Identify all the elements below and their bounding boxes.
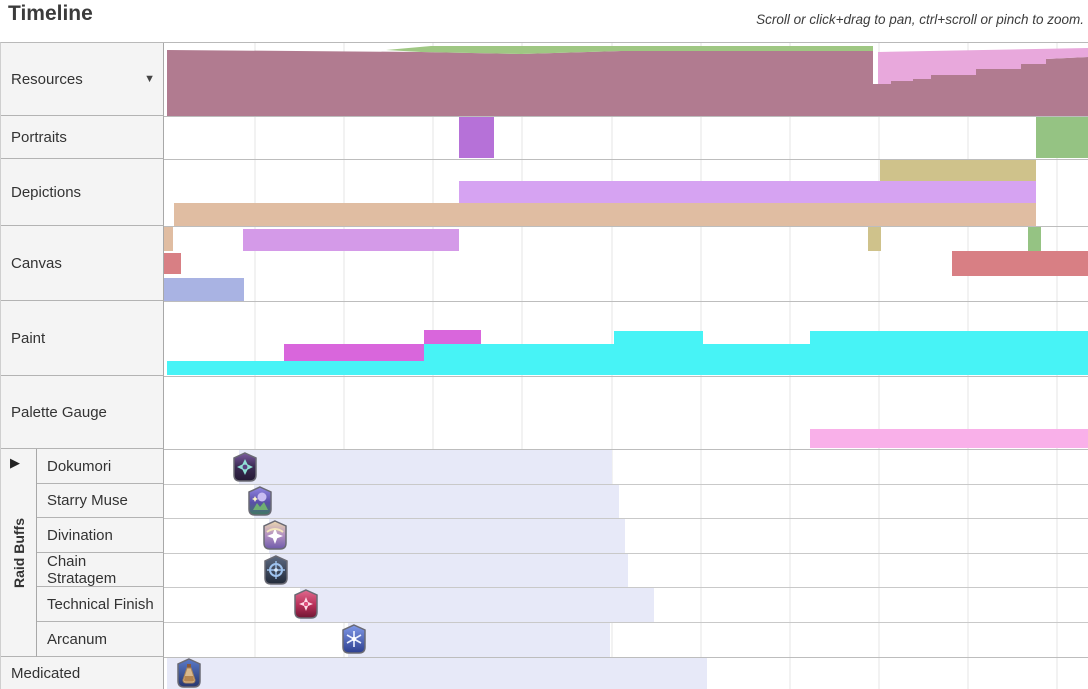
buff-chain-stratagem	[270, 553, 628, 587]
row-label-depictions: Depictions	[1, 159, 164, 226]
row-label-canvas: Canvas	[1, 226, 164, 301]
canvas-blue	[164, 278, 244, 301]
depictions-khaki	[880, 160, 1036, 181]
canvas-purple	[243, 229, 459, 251]
row-divider	[164, 159, 1088, 160]
portraits-green	[1036, 117, 1088, 158]
resources-green-band	[386, 46, 873, 54]
resources-pink-area	[878, 48, 1088, 84]
portraits-purple	[459, 117, 494, 158]
timeline-chart[interactable]: Resources ▼ Portraits Depictions Canvas …	[0, 42, 1088, 689]
subrow-divider	[164, 587, 1088, 588]
starry-muse-icon[interactable]	[247, 486, 273, 516]
row-label-palette-gauge: Palette Gauge	[1, 376, 164, 449]
buff-divination	[269, 518, 625, 553]
chain-stratagem-icon[interactable]	[263, 555, 289, 585]
row-label-starry-muse: Starry Muse	[37, 484, 164, 518]
timeline-bars-layer[interactable]	[1, 43, 1088, 689]
expander-icon[interactable]: ▶	[10, 455, 20, 470]
canvas-green-sliver	[1028, 227, 1041, 251]
dokumori-icon[interactable]	[232, 452, 258, 482]
canvas-tan-sliver	[164, 227, 173, 251]
depictions-purple	[459, 181, 1036, 203]
row-label-divination: Divination	[37, 518, 164, 553]
paint-magenta-2	[424, 330, 481, 344]
row-label-medicated: Medicated	[1, 657, 164, 689]
row-label-technical-finish: Technical Finish	[37, 587, 164, 622]
depictions-tan	[174, 203, 1036, 226]
arcanum-icon[interactable]	[341, 624, 367, 654]
buff-medicated	[167, 657, 707, 689]
raid-buffs-group-label: Raid Buffs	[10, 517, 27, 588]
dropdown-caret-icon[interactable]: ▼	[144, 73, 155, 85]
canvas-khaki-sliver	[868, 227, 881, 251]
paint-cyan-area	[167, 331, 1088, 375]
row-divider	[164, 657, 1088, 658]
buff-starry-muse	[254, 484, 619, 518]
row-label-arcanum: Arcanum	[37, 622, 164, 657]
subrow-divider	[164, 622, 1088, 623]
buff-technical-finish	[300, 587, 654, 622]
row-label-dokumori: Dokumori	[37, 449, 164, 484]
row-divider	[164, 449, 1088, 450]
canvas-red-long	[952, 251, 1088, 276]
subrow-divider	[164, 518, 1088, 519]
medicated-icon[interactable]	[176, 658, 202, 688]
technical-finish-icon[interactable]	[293, 589, 319, 619]
row-label-portraits: Portraits	[1, 116, 164, 159]
canvas-red-small	[164, 253, 181, 274]
buff-dokumori	[239, 450, 612, 484]
row-label-resources[interactable]: Resources ▼	[1, 43, 164, 116]
subrow-divider	[164, 484, 1088, 485]
divination-icon[interactable]	[262, 520, 288, 550]
subrow-divider	[164, 553, 1088, 554]
row-divider	[164, 226, 1088, 227]
pan-zoom-hint: Scroll or click+drag to pan, ctrl+scroll…	[756, 12, 1084, 27]
row-divider	[164, 376, 1088, 377]
raid-buffs-group-column: ▶ Raid Buffs	[1, 449, 37, 657]
row-label-chain-stratagem: Chain Stratagem	[37, 553, 164, 587]
paint-magenta-1	[284, 344, 424, 361]
resources-mauve-area	[167, 50, 1088, 116]
page-title: Timeline	[8, 2, 93, 25]
palette-gauge-pink	[810, 429, 1088, 448]
row-divider	[164, 116, 1088, 117]
row-label-paint: Paint	[1, 301, 164, 376]
row-divider	[164, 301, 1088, 302]
buff-arcanum	[348, 622, 610, 657]
